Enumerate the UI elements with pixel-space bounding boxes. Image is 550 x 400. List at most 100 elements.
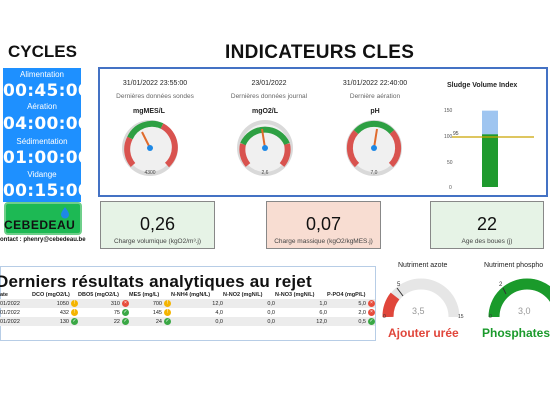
nutrient-phospho-alert: Phosphates o bbox=[482, 326, 550, 340]
warning-status-icon: ! bbox=[164, 309, 171, 316]
nutrient-azote-gauge: 5 3,5 0 15 bbox=[382, 278, 464, 320]
gauge-3-subtitle: Dernière aération bbox=[349, 93, 401, 100]
gauge-2-date: 23/01/2022 bbox=[251, 80, 287, 87]
table-row: 01/2022 130 ✓ 22 ✓ 24 ✓ 0,0 0,0 12,0 0,5 ✓ bbox=[0, 317, 375, 326]
cell-date: 01/2022 bbox=[0, 299, 32, 308]
cycle-time-alimentation: 00:45:00 bbox=[3, 81, 90, 101]
svi-tick-150: 150 bbox=[444, 108, 453, 114]
svi-tick-100: 100 bbox=[444, 134, 453, 140]
nutrient-phospho-title: Nutriment phospho bbox=[484, 262, 544, 269]
gauge-3-date: 31/01/2022 22:40:00 bbox=[342, 80, 408, 87]
gauge-2-dial bbox=[237, 120, 293, 176]
kpi-value: 0,26 bbox=[139, 214, 176, 234]
col-nno3: N-NO3 (mgN/L) bbox=[275, 292, 315, 298]
cell-mes: 700 bbox=[152, 300, 162, 307]
cell-mes: 24 bbox=[155, 318, 162, 325]
svi-chart-title: Sludge Volume Index bbox=[447, 82, 518, 89]
table-row: 01/2022 1050! 310 × 700! 12,0 0,0 1,0 5,0… bbox=[0, 299, 375, 308]
cycle-label-sedimentation: Sédimentation bbox=[16, 137, 68, 146]
gauge-1-subtitle: Dernières données sondes bbox=[116, 93, 194, 100]
cell-nno3: 6,0 bbox=[319, 309, 327, 316]
kpi-value: 22 bbox=[476, 214, 498, 234]
col-mes: MES (mg/L) bbox=[129, 292, 160, 298]
cycle-time-sedimentation: 01:00:00 bbox=[3, 148, 90, 168]
cell-ppo4: 0,5 bbox=[358, 318, 366, 325]
col-dco: DCO (mgO2/L) bbox=[32, 292, 70, 298]
nutrient-azote-min: 0 bbox=[383, 314, 386, 320]
kpi-label: Charge volumique (kgO2/m³.j) bbox=[113, 238, 202, 245]
cell-dbo5: 75 bbox=[113, 309, 120, 316]
cell-dbo5: 310 bbox=[110, 300, 120, 307]
gauge-3-unit: pH bbox=[370, 108, 380, 115]
error-status-icon: × bbox=[368, 309, 375, 316]
cycle-time-vidange: 00:15:00 bbox=[3, 181, 90, 201]
nutrient-phospho-value: 3,0 bbox=[518, 306, 531, 316]
kpi-card-charge-volumique: 0,26 Charge volumique (kgO2/m³.j) bbox=[100, 201, 215, 249]
nutrient-azote-alert: Ajouter urée bbox=[388, 326, 459, 340]
col-dbo5: DBO5 (mgO2/L) bbox=[78, 292, 119, 298]
table-header-row: ate DCO (mgO2/L) DBO5 (mgO2/L) MES (mg/L… bbox=[0, 291, 375, 299]
error-status-icon: × bbox=[122, 300, 129, 307]
ok-status-icon: ✓ bbox=[122, 318, 129, 325]
svi-tick-50: 50 bbox=[447, 160, 453, 166]
cell-nno3: 12,0 bbox=[275, 317, 327, 326]
cell-dco: 432 bbox=[59, 309, 69, 316]
cycle-label-alimentation: Alimentation bbox=[19, 70, 65, 79]
ok-status-icon: ✓ bbox=[164, 318, 171, 325]
kpi-value: 0,07 bbox=[305, 214, 342, 234]
cycles-title: CYCLES bbox=[8, 42, 77, 61]
ok-status-icon: ✓ bbox=[368, 318, 375, 325]
col-ppo4: P-PO4 (mgP/L) bbox=[327, 292, 366, 298]
brand-logo-text: CEBEDEAU bbox=[4, 218, 76, 232]
kpi-label: Age des boues (j) bbox=[461, 238, 513, 245]
warning-status-icon: ! bbox=[71, 309, 78, 316]
results-title: Derniers résultats analytiques au rejet bbox=[0, 272, 312, 291]
gauge-1-value: 4300 bbox=[144, 170, 156, 176]
cell-date: 01/2022 bbox=[0, 317, 32, 326]
nutrient-phospho-min: 0 bbox=[489, 314, 492, 320]
svi-tick-0: 0 bbox=[449, 185, 452, 191]
cell-nno2: 0,0 bbox=[267, 309, 275, 316]
cycle-label-vidange: Vidange bbox=[27, 170, 57, 179]
kpi-card-age-boues: 22 Age des boues (j) bbox=[430, 201, 544, 249]
cell-dbo5: 22 bbox=[113, 318, 120, 325]
nutrient-azote-target: 5 bbox=[397, 282, 401, 288]
cell-nnh4: 12,0 bbox=[171, 299, 223, 308]
nutrient-azote-value: 3,5 bbox=[412, 306, 425, 316]
error-status-icon: × bbox=[368, 300, 375, 307]
warning-status-icon: ! bbox=[164, 300, 171, 307]
gauge-3-value: 7,0 bbox=[370, 170, 378, 176]
ok-status-icon: ✓ bbox=[122, 309, 129, 316]
water-drop-icon bbox=[61, 207, 69, 219]
col-date: ate bbox=[0, 292, 8, 298]
cell-ppo4: 5,0 bbox=[358, 300, 366, 307]
active-cycle-highlight bbox=[4, 202, 82, 235]
gauge-1-dial bbox=[122, 120, 178, 176]
kpi-card-charge-massique: 0,07 Charge massique (kgO2/kgMES.j) bbox=[266, 201, 381, 249]
cell-dco: 130 bbox=[59, 318, 69, 325]
col-nnh4: N-NH4 (mgN/L) bbox=[171, 292, 211, 298]
contact-email[interactable]: ontact : phenry@cebedeau.be bbox=[0, 237, 86, 243]
nutrient-azote-title: Nutriment azote bbox=[398, 262, 448, 269]
gauge-1-unit: mgMES/L bbox=[133, 108, 165, 115]
cell-ppo4: 2,0 bbox=[358, 309, 366, 316]
gauge-1-date: 31/01/2022 23:55:00 bbox=[122, 80, 188, 87]
table-row: 01/2022 432! 75 ✓ 145! 4,0 0,0 6,0 2,0 × bbox=[0, 308, 375, 317]
cell-dco: 1050 bbox=[56, 300, 69, 307]
gauge-2-subtitle: Dernières données journal bbox=[230, 93, 308, 100]
svi-chart: 150 100 50 0 95 bbox=[444, 108, 534, 191]
cell-nnh4: 0,0 bbox=[171, 317, 223, 326]
cell-nnh4: 4,0 bbox=[215, 309, 223, 316]
gauge-3-dial bbox=[346, 120, 402, 176]
kpi-label: Charge massique (kgO2/kgMES.j) bbox=[274, 238, 373, 245]
ok-status-icon: ✓ bbox=[71, 318, 78, 325]
nutrient-phospho-target: 2 bbox=[499, 282, 503, 288]
nutrient-azote-max: 15 bbox=[458, 314, 464, 320]
warning-status-icon: ! bbox=[71, 300, 78, 307]
cycle-label-aeration: Aération bbox=[27, 102, 57, 111]
svi-bar-green bbox=[482, 134, 498, 187]
cell-date: 01/2022 bbox=[0, 309, 20, 316]
nutrient-phospho-gauge: 2 3,0 0 bbox=[488, 278, 550, 320]
gauge-2-unit: mgO2/L bbox=[251, 108, 279, 115]
cell-nno2: 0,0 bbox=[223, 299, 275, 308]
